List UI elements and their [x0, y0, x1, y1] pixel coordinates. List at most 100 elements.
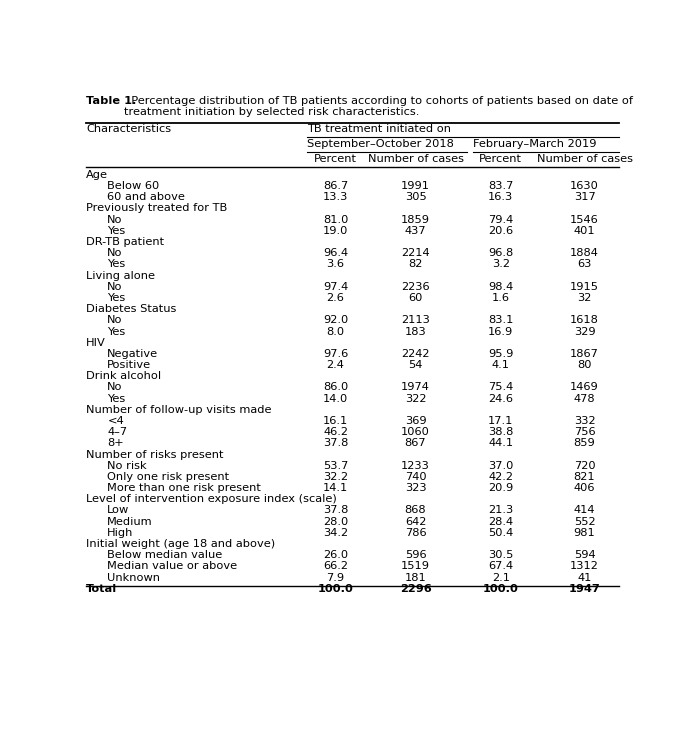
Text: Level of intervention exposure index (scale): Level of intervention exposure index (sc… — [86, 494, 336, 505]
Text: 868: 868 — [405, 505, 427, 516]
Text: 369: 369 — [405, 416, 427, 426]
Text: 13.3: 13.3 — [323, 193, 348, 202]
Text: 4.1: 4.1 — [492, 360, 510, 370]
Text: 96.8: 96.8 — [488, 248, 513, 258]
Text: 437: 437 — [405, 226, 427, 236]
Text: Negative: Negative — [107, 349, 158, 359]
Text: 1867: 1867 — [570, 349, 599, 359]
Text: Medium: Medium — [107, 516, 153, 527]
Text: 83.7: 83.7 — [488, 181, 513, 191]
Text: High: High — [107, 528, 133, 538]
Text: 3.2: 3.2 — [492, 259, 510, 270]
Text: 38.8: 38.8 — [488, 427, 513, 437]
Text: TB treatment initiated on: TB treatment initiated on — [308, 124, 451, 134]
Text: 1312: 1312 — [570, 562, 599, 571]
Text: 50.4: 50.4 — [488, 528, 513, 538]
Text: 8+: 8+ — [107, 439, 124, 448]
Text: 1519: 1519 — [401, 562, 430, 571]
Text: Percent: Percent — [314, 154, 357, 164]
Text: 406: 406 — [574, 483, 595, 493]
Text: Yes: Yes — [107, 393, 126, 404]
Text: Yes: Yes — [107, 327, 126, 336]
Text: 46.2: 46.2 — [323, 427, 348, 437]
Text: 329: 329 — [574, 327, 595, 336]
Text: 16.9: 16.9 — [488, 327, 513, 336]
Text: 1469: 1469 — [570, 382, 599, 393]
Text: 2.4: 2.4 — [327, 360, 345, 370]
Text: <4: <4 — [107, 416, 124, 426]
Text: Drink alcohol: Drink alcohol — [86, 371, 161, 381]
Text: Total: Total — [86, 584, 117, 594]
Text: 1974: 1974 — [401, 382, 430, 393]
Text: 75.4: 75.4 — [488, 382, 513, 393]
Text: 740: 740 — [405, 472, 427, 482]
Text: No: No — [107, 316, 123, 325]
Text: 2.6: 2.6 — [327, 293, 345, 303]
Text: 332: 332 — [574, 416, 595, 426]
Text: Percentage distribution of TB patients according to cohorts of patients based on: Percentage distribution of TB patients a… — [125, 96, 634, 117]
Text: Age: Age — [86, 170, 108, 180]
Text: 1859: 1859 — [401, 215, 430, 225]
Text: 95.9: 95.9 — [488, 349, 513, 359]
Text: Yes: Yes — [107, 259, 126, 270]
Text: 14.1: 14.1 — [323, 483, 348, 493]
Text: No: No — [107, 382, 123, 393]
Text: 1546: 1546 — [570, 215, 599, 225]
Text: 642: 642 — [405, 516, 426, 527]
Text: 32: 32 — [577, 293, 592, 303]
Text: 19.0: 19.0 — [323, 226, 348, 236]
Text: More than one risk present: More than one risk present — [107, 483, 261, 493]
Text: DR-TB patient: DR-TB patient — [86, 237, 164, 247]
Text: 60: 60 — [409, 293, 422, 303]
Text: Low: Low — [107, 505, 129, 516]
Text: 4–7: 4–7 — [107, 427, 127, 437]
Text: 16.1: 16.1 — [323, 416, 348, 426]
Text: Initial weight (age 18 and above): Initial weight (age 18 and above) — [86, 539, 275, 549]
Text: 28.0: 28.0 — [323, 516, 348, 527]
Text: 1947: 1947 — [569, 584, 601, 594]
Text: February–March 2019: February–March 2019 — [473, 139, 596, 149]
Text: 401: 401 — [574, 226, 595, 236]
Text: 17.1: 17.1 — [488, 416, 513, 426]
Text: Below median value: Below median value — [107, 550, 223, 560]
Text: 594: 594 — [574, 550, 595, 560]
Text: 83.1: 83.1 — [488, 316, 513, 325]
Text: 60 and above: 60 and above — [107, 193, 185, 202]
Text: 322: 322 — [405, 393, 427, 404]
Text: 181: 181 — [405, 573, 427, 582]
Text: 7.9: 7.9 — [327, 573, 345, 582]
Text: Only one risk present: Only one risk present — [107, 472, 230, 482]
Text: 81.0: 81.0 — [323, 215, 348, 225]
Text: 183: 183 — [405, 327, 427, 336]
Text: 1915: 1915 — [570, 282, 599, 292]
Text: 79.4: 79.4 — [488, 215, 513, 225]
Text: 24.6: 24.6 — [488, 393, 513, 404]
Text: 100.0: 100.0 — [318, 584, 354, 594]
Text: 317: 317 — [574, 193, 595, 202]
Text: 2113: 2113 — [401, 316, 430, 325]
Text: 80: 80 — [577, 360, 592, 370]
Text: 16.3: 16.3 — [488, 193, 513, 202]
Text: Living alone: Living alone — [86, 270, 155, 281]
Text: No: No — [107, 215, 123, 225]
Text: 37.0: 37.0 — [488, 461, 513, 471]
Text: 86.7: 86.7 — [323, 181, 348, 191]
Text: 1618: 1618 — [570, 316, 599, 325]
Text: Number of cases: Number of cases — [537, 154, 632, 164]
Text: 20.6: 20.6 — [488, 226, 513, 236]
Text: 3.6: 3.6 — [327, 259, 345, 270]
Text: 2214: 2214 — [401, 248, 430, 258]
Text: 821: 821 — [574, 472, 595, 482]
Text: 37.8: 37.8 — [323, 505, 348, 516]
Text: Unknown: Unknown — [107, 573, 160, 582]
Text: 100.0: 100.0 — [483, 584, 519, 594]
Text: Characteristics: Characteristics — [86, 124, 171, 134]
Text: 82: 82 — [409, 259, 422, 270]
Text: 1991: 1991 — [401, 181, 430, 191]
Text: 37.8: 37.8 — [323, 439, 348, 448]
Text: 66.2: 66.2 — [323, 562, 348, 571]
Text: 2242: 2242 — [401, 349, 430, 359]
Text: 596: 596 — [405, 550, 427, 560]
Text: 34.2: 34.2 — [323, 528, 348, 538]
Text: 92.0: 92.0 — [323, 316, 348, 325]
